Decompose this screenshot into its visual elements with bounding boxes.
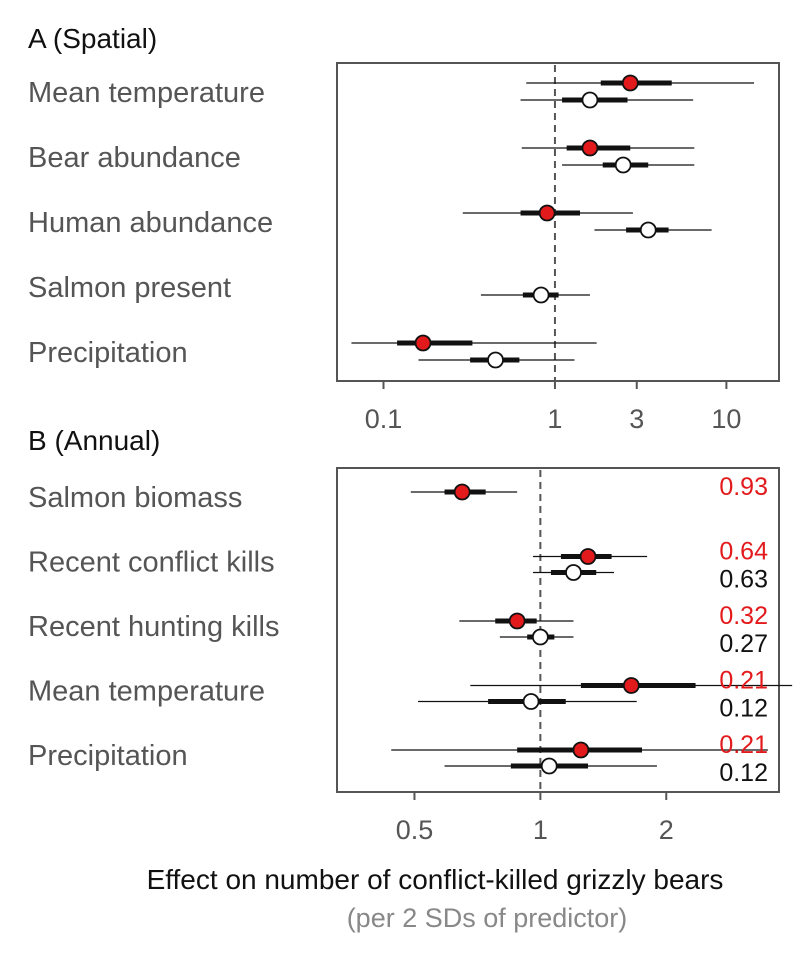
panel-a-category-label-mean-temperature: Mean temperature [28, 77, 265, 109]
panel-a-precipitation-open-point [487, 351, 504, 369]
panel-b-recent-conflict-kills-open-point [565, 564, 582, 581]
panel-b-mean-temperature-filled-value-label: 0.21 [719, 667, 768, 695]
panel-b-frame [336, 467, 780, 793]
panel-a-category-label-human-abundance: Human abundance [28, 207, 273, 239]
panel-b-x-tick-label: 1 [533, 815, 548, 845]
panel-b-recent-hunting-kills-open-value-label: 0.27 [719, 630, 768, 658]
panel-a-human-abundance-open-point [639, 221, 657, 239]
panel-b-recent-conflict-kills-filled-value-label: 0.64 [719, 538, 768, 566]
panel-b-x-tick-label: 0.5 [396, 815, 434, 845]
panel-b-precipitation-filled-value-label: 0.21 [719, 731, 768, 759]
panel-a-human-abundance-filled-point [538, 204, 556, 222]
panel-b: B (Annual) Salmon biomass Recent conflict… [28, 425, 793, 845]
panel-b-category-label-precipitation: Precipitation [28, 740, 188, 772]
panel-a-mean-temperature-open-point [581, 91, 599, 109]
panel-a-frame [336, 62, 780, 382]
panel-a-x-tick-label: 0.1 [365, 404, 403, 434]
panel-b-category-label-recent-conflict-kills: Recent conflict kills [28, 547, 275, 579]
panel-a-category-label-precipitation: Precipitation [28, 337, 188, 369]
panel-a-salmon-present-open-point [532, 286, 550, 304]
panel-b-precipitation-open-value-label: 0.12 [719, 759, 768, 787]
panel-b-precipitation-filled-point [572, 741, 590, 759]
panel-b-category-label-recent-hunting-kills: Recent hunting kills [28, 611, 279, 643]
panel-b-salmon-biomass-filled-point [453, 483, 471, 501]
x-axis-sublabel: (per 2 SDs of predictor) [347, 903, 628, 933]
panel-b-category-label-salmon-biomass: Salmon biomass [28, 482, 242, 514]
panel-a-x-tick-label: 3 [629, 404, 644, 434]
panel-b-mean-temperature-filled-point [622, 677, 640, 694]
panel-a-mean-temperature-filled-point [621, 74, 639, 92]
panel-b-mean-temperature-open-value-label: 0.12 [719, 695, 768, 723]
panel-a-x-tick-label: 10 [711, 404, 741, 434]
panel-a-title: A (Spatial) [28, 23, 157, 54]
panel-a-x-tick-label: 1 [547, 404, 562, 434]
panel-b-x-tick-label: 2 [659, 815, 674, 845]
panel-b-recent-hunting-kills-open-point [531, 628, 549, 646]
panel-b-mean-temperature-open-point [522, 693, 540, 710]
panel-b-title: B (Annual) [28, 425, 160, 456]
panel-a-category-label-bear-abundance: Bear abundance [28, 142, 241, 174]
panel-b-recent-conflict-kills-open-value-label: 0.63 [719, 566, 768, 594]
x-axis-label: Effect on number of conflict-killed griz… [147, 864, 724, 895]
panel-a: A (Spatial) Mean temperature Bear abundan… [28, 23, 780, 434]
panel-b-salmon-biomass-filled-value-label: 0.93 [719, 473, 768, 501]
panel-b-recent-hunting-kills-filled-value-label: 0.32 [719, 602, 768, 630]
panel-b-recent-conflict-kills-filled-point [579, 548, 597, 565]
panel-a-precipitation-filled-point [414, 334, 432, 352]
panel-b-category-label-mean-temperature: Mean temperature [28, 676, 265, 708]
panel-a-bear-abundance-filled-point [581, 139, 599, 157]
panel-b-recent-hunting-kills-filled-point [508, 612, 526, 630]
panel-a-bear-abundance-open-point [614, 156, 632, 174]
panel-a-category-label-salmon-present: Salmon present [28, 272, 231, 304]
panel-b-precipitation-open-point [540, 757, 558, 775]
